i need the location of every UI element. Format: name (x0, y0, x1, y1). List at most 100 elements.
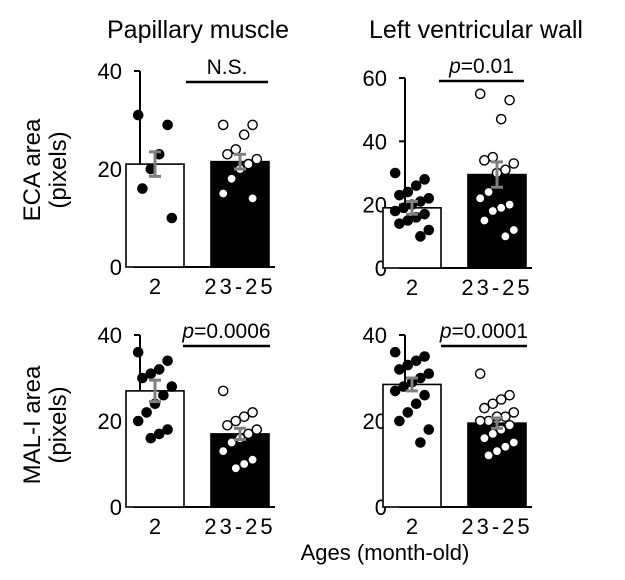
data-point (504, 419, 515, 431)
data-point (508, 158, 520, 169)
data-point (487, 398, 499, 410)
y-tick-label: 60 (363, 66, 387, 91)
data-point (410, 180, 422, 191)
y-tick-label: 0 (110, 495, 122, 520)
data-point (508, 437, 520, 448)
data-point (487, 205, 499, 217)
data-point (389, 205, 401, 217)
data-point (415, 231, 426, 242)
data-point (217, 188, 229, 199)
data-point (410, 355, 422, 367)
data-point (132, 109, 144, 121)
data-point (508, 224, 520, 236)
data-point (394, 364, 405, 375)
data-point (162, 119, 173, 131)
data-point (479, 215, 490, 226)
mal-label-line1: MAL-I area (19, 365, 46, 484)
x-tick-label: 23-25 (204, 274, 275, 299)
x-tick-label: 2 (406, 514, 418, 539)
data-point (504, 94, 515, 106)
column-title-lv-wall: Left ventricular wall (369, 16, 583, 44)
data-point (474, 368, 486, 380)
x-tick-label: 23-25 (461, 275, 532, 300)
y-tick-label: 20 (98, 157, 122, 182)
data-point (247, 119, 258, 131)
data-point (141, 407, 152, 418)
data-point (410, 398, 422, 410)
column-title-papillary: Papillary muscle (107, 16, 289, 44)
eca-label-line2: (pixels) (45, 131, 72, 208)
data-point (238, 129, 250, 140)
data-point (251, 424, 263, 435)
data-point (491, 445, 503, 457)
data-point (247, 407, 258, 418)
data-point (504, 389, 515, 401)
data-point (217, 119, 229, 131)
data-point (230, 415, 242, 427)
eca-label-line1: ECA area (19, 118, 46, 221)
data-point (495, 394, 507, 405)
data-point (423, 368, 435, 380)
data-point (508, 407, 520, 418)
data-point (137, 183, 148, 194)
data-point (162, 355, 173, 367)
data-point (217, 385, 229, 397)
data-point (398, 381, 409, 392)
data-point (394, 189, 405, 201)
data-point (483, 450, 494, 461)
x-tick-label: 2 (406, 275, 418, 300)
y-tick-label: 40 (98, 59, 122, 84)
data-point (243, 158, 254, 170)
panel-0: 0 20 40 2 23-25 N.S. (98, 56, 275, 299)
data-point (479, 402, 490, 414)
panel-2: 0 20 40 2 23-25 p=0.0006 (98, 320, 275, 539)
data-point (419, 389, 430, 401)
data-point (222, 148, 233, 160)
significance-label: p=0.01 (448, 55, 514, 78)
x-tick-label: 23-25 (204, 514, 275, 539)
data-point (145, 432, 157, 444)
row-label-eca: ECA area (pixels) (19, 118, 72, 221)
data-point (419, 351, 430, 362)
data-point (226, 173, 237, 185)
data-point (153, 428, 165, 440)
bar-young (125, 390, 185, 508)
data-point (500, 441, 511, 453)
data-point (423, 424, 435, 435)
data-point (222, 419, 233, 431)
data-point (226, 437, 237, 448)
data-point (474, 88, 486, 100)
data-point (389, 385, 401, 397)
data-point (500, 231, 511, 242)
data-point (394, 415, 405, 427)
data-point (479, 155, 490, 166)
data-point (230, 462, 242, 474)
data-point (247, 454, 258, 466)
data-point (153, 364, 165, 375)
data-point (132, 346, 144, 358)
data-point (238, 458, 250, 470)
data-point (483, 186, 494, 198)
data-point (166, 212, 178, 224)
data-point (247, 193, 258, 204)
data-point (389, 346, 401, 358)
y-tick-label: 40 (363, 323, 387, 348)
data-point (389, 167, 401, 179)
bar-old (467, 173, 527, 269)
y-tick-label: 40 (363, 129, 387, 154)
data-point (419, 174, 430, 185)
data-point (166, 381, 178, 392)
y-tick-label: 0 (110, 255, 122, 280)
significance-label: N.S. (207, 56, 248, 79)
data-point (474, 415, 486, 427)
data-point (238, 411, 250, 423)
data-point (402, 359, 414, 371)
data-point (415, 437, 426, 448)
x-tick-label: 2 (149, 274, 161, 299)
x-axis-label: Ages (month-old) (301, 540, 470, 565)
data-point (474, 193, 486, 204)
